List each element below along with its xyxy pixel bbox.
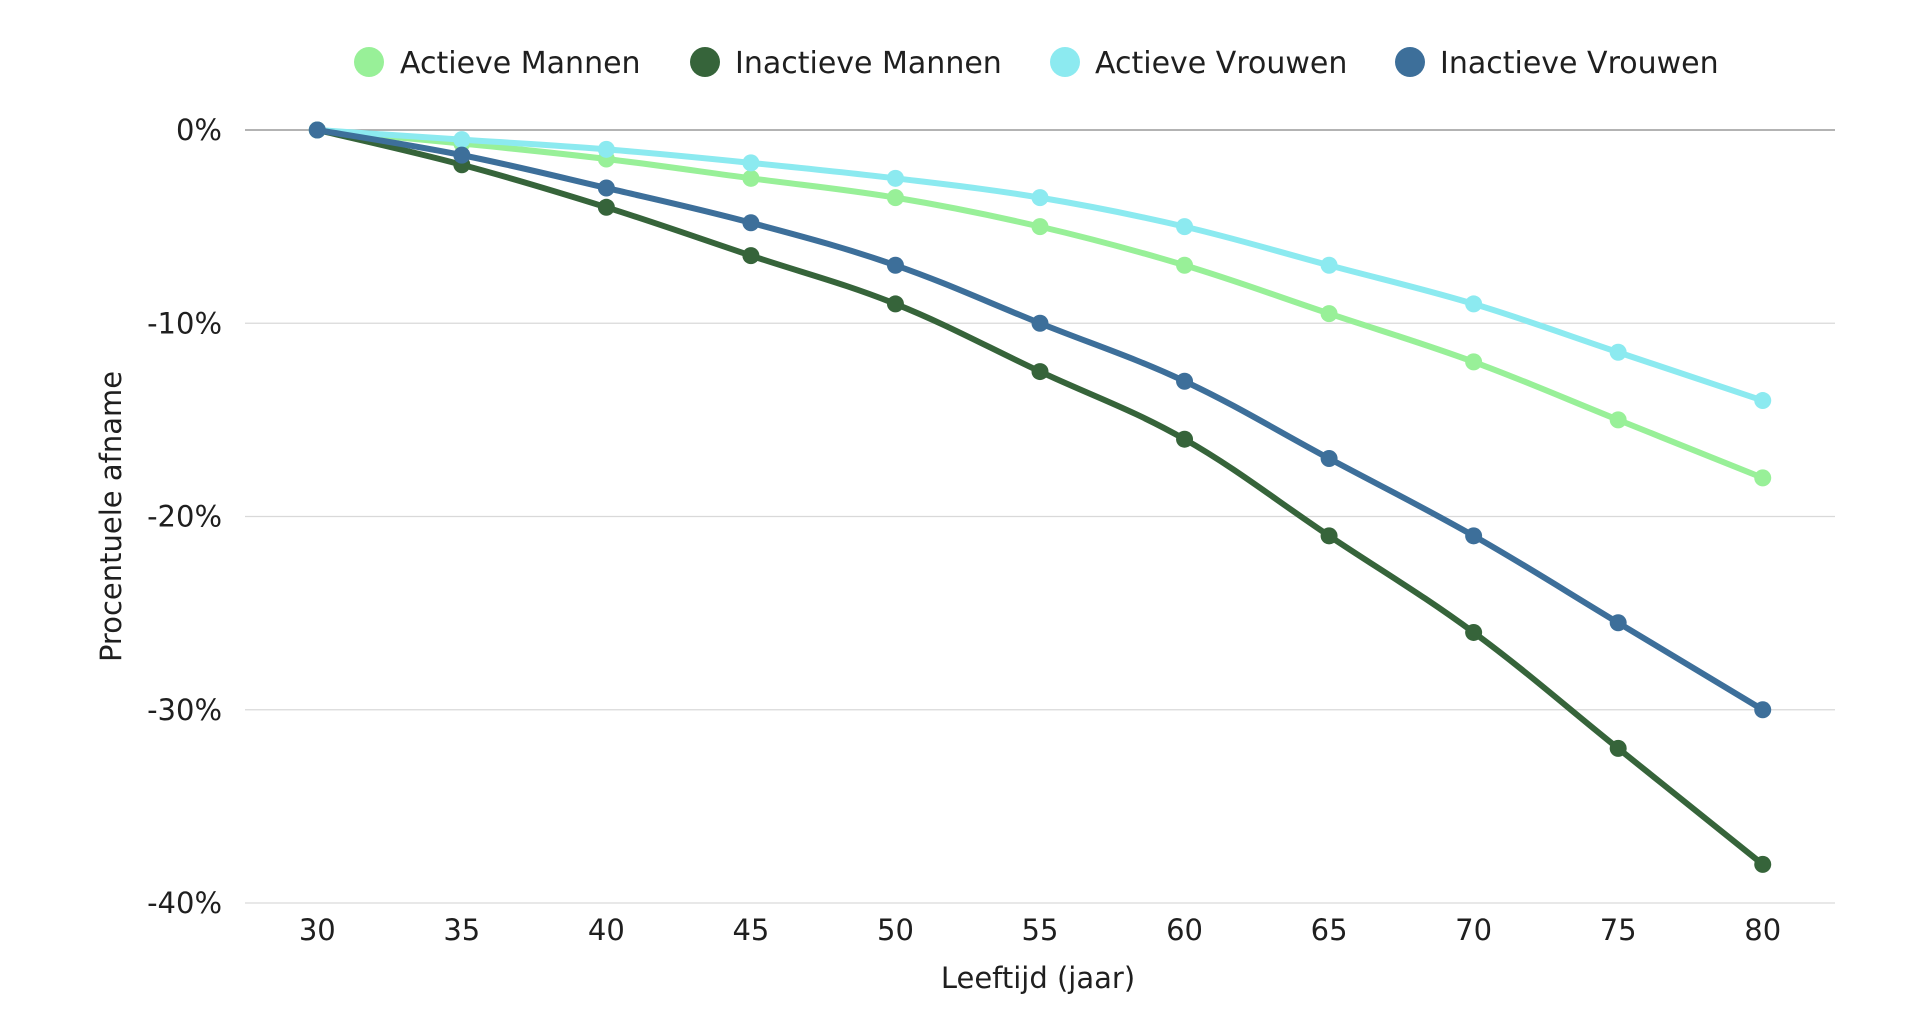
data-point-2-6 [1176,218,1194,236]
x-tick-label-1: 35 [443,913,480,947]
data-point-3-9 [1609,614,1627,632]
data-point-0-3 [742,169,760,187]
legend-marker-1 [690,47,720,77]
data-point-3-3 [742,214,760,232]
data-point-2-4 [886,169,904,187]
data-point-0-10 [1754,469,1772,487]
legend-label-0: Actieve Mannen [400,46,641,81]
data-point-3-4 [886,256,904,274]
x-tick-label-4: 50 [877,913,914,947]
data-point-3-6 [1176,372,1194,390]
x-tick-label-3: 45 [732,913,769,947]
series-layer [308,121,1772,873]
data-point-1-10 [1754,855,1772,873]
data-point-1-3 [742,247,760,265]
series-line-1 [314,127,1766,868]
data-point-1-9 [1609,739,1627,757]
x-tick-label-6: 60 [1166,913,1203,947]
x-tick-label-0: 30 [299,913,336,947]
y-axis-title: Procentuele afname [94,371,128,662]
data-point-3-8 [1465,527,1483,545]
legend-label-1: Inactieve Mannen [735,46,1002,81]
x-tick-label-7: 65 [1311,913,1348,947]
legend-label-3: Inactieve Vrouwen [1440,46,1719,81]
data-point-2-2 [597,140,615,158]
y-tick-label-2: -20% [147,500,222,534]
data-point-2-10 [1754,392,1772,410]
data-point-0-5 [1031,218,1049,236]
data-point-1-5 [1031,363,1049,381]
x-tick-label-9: 75 [1600,913,1637,947]
data-point-1-8 [1465,623,1483,641]
data-point-1-7 [1320,527,1338,545]
data-point-2-1 [453,131,471,149]
data-point-3-10 [1754,701,1772,719]
legend-marker-2 [1050,47,1080,77]
data-point-2-3 [742,154,760,172]
series-line-3 [314,127,1766,713]
data-point-3-1 [453,146,471,164]
data-point-2-9 [1609,343,1627,361]
data-point-3-2 [597,179,615,197]
data-point-0-4 [886,189,904,207]
data-point-2-5 [1031,189,1049,207]
legend-item-1: Inactieve Mannen [690,46,1002,81]
y-tick-label-3: -30% [147,693,222,727]
data-point-3-0 [308,121,326,139]
legend-marker-3 [1395,47,1425,77]
y-tick-label-0: 0% [176,113,222,147]
data-point-0-6 [1176,256,1194,274]
legend-item-2: Actieve Vrouwen [1050,46,1347,81]
x-tick-label-8: 70 [1455,913,1492,947]
x-axis-ticks: 30 35 40 45 50 55 60 65 70 75 80 [299,913,1781,947]
series-3 [308,121,1772,719]
data-point-1-4 [886,295,904,313]
series-2 [308,121,1772,410]
y-axis-ticks: 0% -10% -20% -30% -40% [147,113,222,920]
legend-item-3: Inactieve Vrouwen [1395,46,1719,81]
data-point-2-7 [1320,256,1338,274]
data-point-2-8 [1465,295,1483,313]
x-axis-title: Leeftijd (jaar) [941,961,1135,995]
data-point-0-9 [1609,411,1627,429]
legend-label-2: Actieve Vrouwen [1095,46,1347,81]
y-tick-label-4: -40% [147,886,222,920]
x-tick-label-10: 80 [1744,913,1781,947]
data-point-3-7 [1320,450,1338,468]
data-point-0-7 [1320,305,1338,323]
data-point-3-5 [1031,314,1049,332]
data-point-1-6 [1176,430,1194,448]
x-tick-label-5: 55 [1022,913,1059,947]
legend-item-0: Actieve Mannen [354,46,641,81]
data-point-1-2 [597,198,615,216]
legend-marker-0 [354,47,384,77]
x-tick-label-2: 40 [588,913,625,947]
grid-layer [245,129,1835,904]
series-0 [308,121,1772,487]
y-tick-label-1: -10% [147,306,222,340]
legend: Actieve Mannen Inactieve Mannen Actieve Vr… [354,46,1719,81]
data-point-0-8 [1465,353,1483,371]
